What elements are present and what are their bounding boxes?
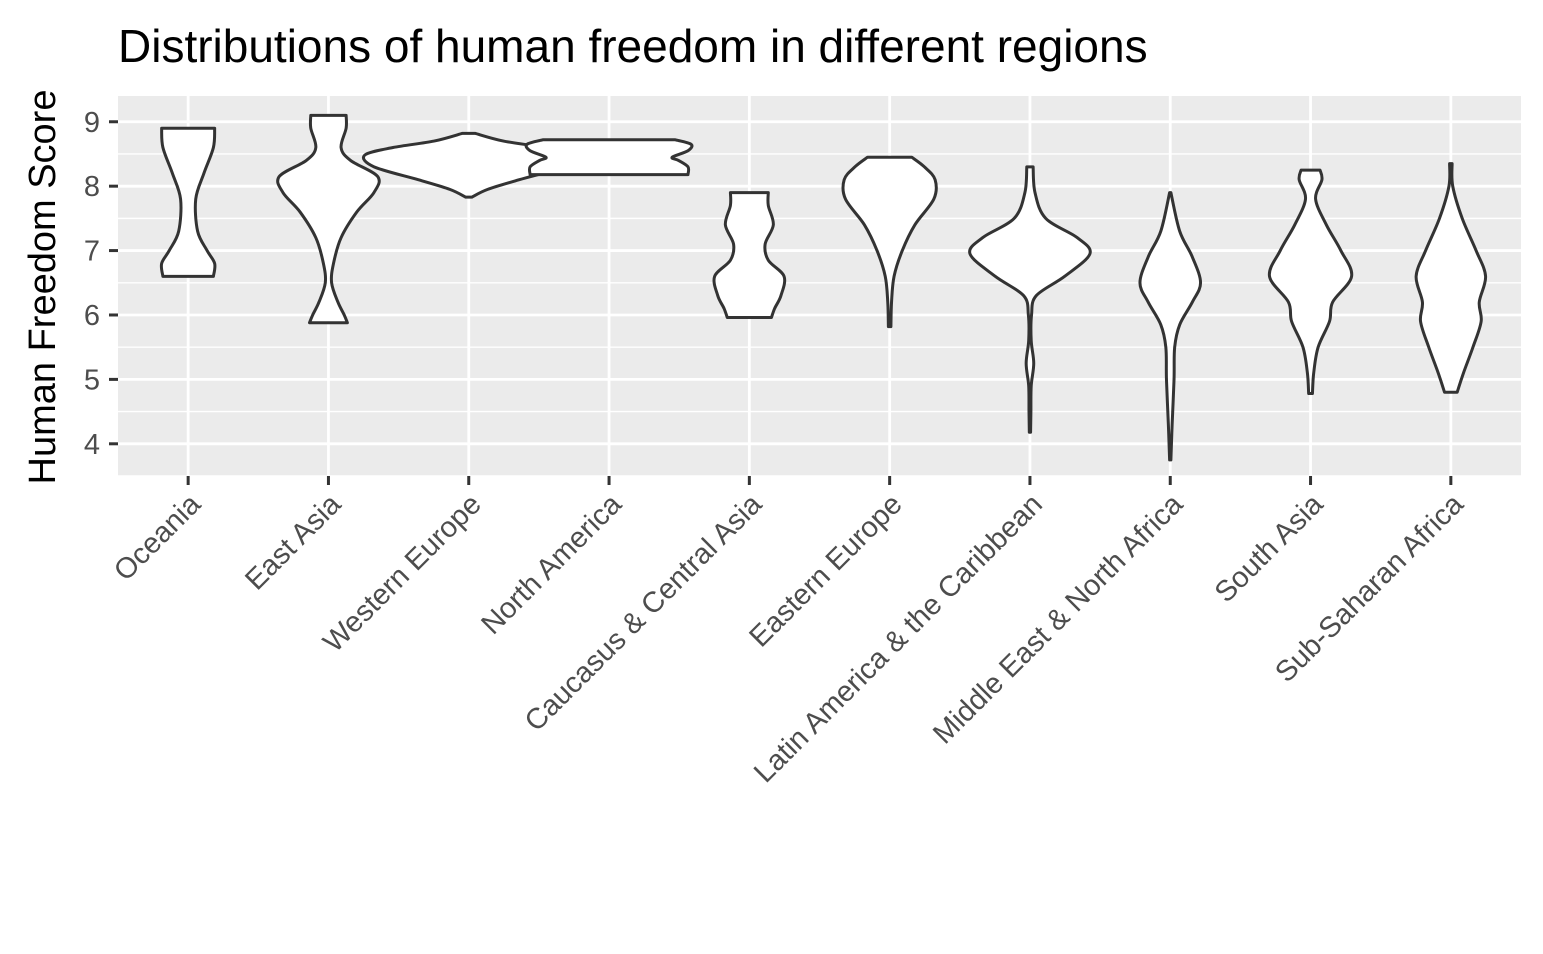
violin-south-asia: [1267, 168, 1354, 396]
violin-sub-saharan-africa: [1414, 162, 1488, 394]
y-tick-label: 7: [84, 236, 100, 268]
x-tick-label: Latin America & the Caribbean: [748, 488, 1049, 789]
x-tick-label: Middle East & North Africa: [927, 488, 1190, 751]
x-tick-label: East Asia: [239, 488, 348, 597]
x-tick-label: Oceania: [108, 488, 208, 588]
x-tick-label: North America: [475, 488, 628, 641]
violin-east-asia: [276, 113, 381, 325]
x-tick-label: South Asia: [1209, 488, 1330, 609]
y-tick-label: 5: [84, 364, 100, 396]
x-tick-label: Caucasus & Central Asia: [519, 488, 769, 738]
violin-oceania: [159, 126, 217, 278]
y-axis: 4 5 6 7 8 9: [84, 107, 118, 461]
y-tick-label: 6: [84, 300, 100, 332]
y-tick-label: 4: [84, 429, 100, 461]
violin-latin-america-the-caribbean: [968, 165, 1092, 434]
violin-eastern-europe: [841, 155, 938, 329]
violins: [159, 113, 1488, 462]
y-tick-label: 8: [84, 171, 100, 203]
violin-western-europe: [361, 131, 576, 199]
violin-north-america: [524, 138, 694, 177]
violin-caucasus-central-asia: [712, 191, 787, 320]
violin-middle-east-north-africa: [1138, 191, 1203, 462]
x-tick-label: Eastern Europe: [743, 488, 908, 653]
y-axis-label: Human Freedom Score: [22, 90, 64, 485]
chart-title: Distributions of human freedom in differ…: [118, 20, 1148, 72]
y-tick-label: 9: [84, 107, 100, 139]
